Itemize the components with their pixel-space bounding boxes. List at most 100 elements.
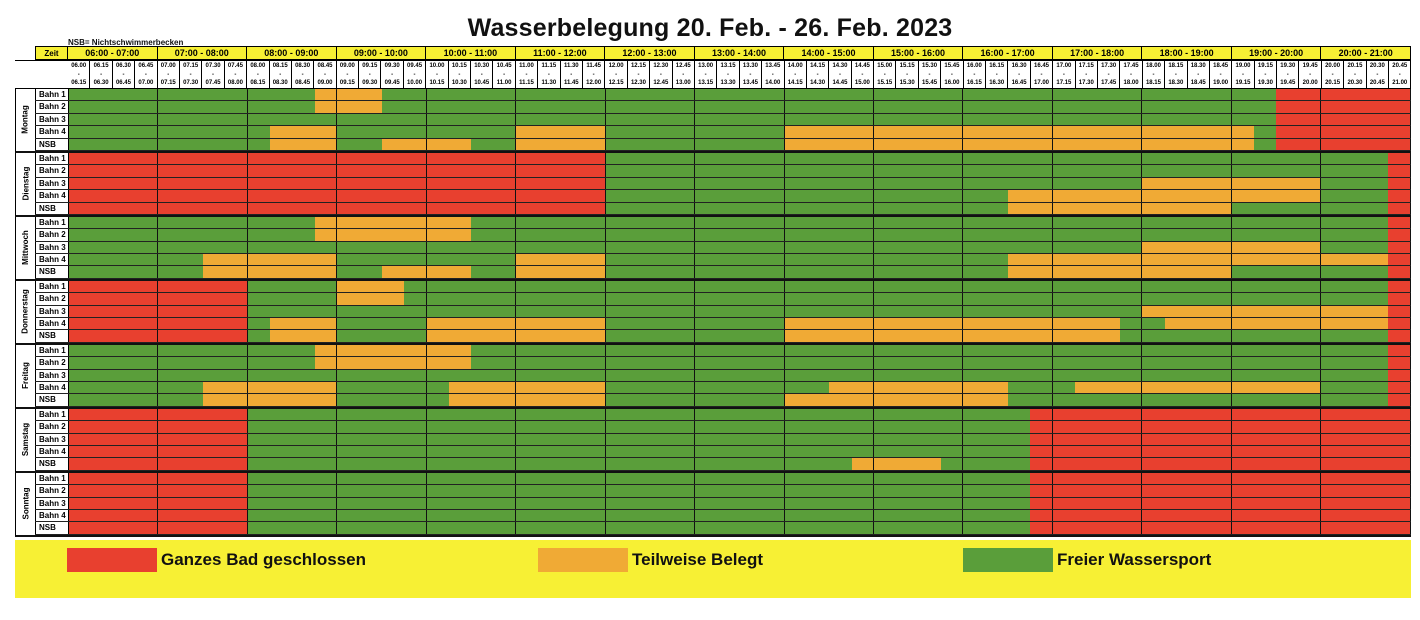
slot-cell-free: [1119, 293, 1143, 305]
slot-cell-free: [918, 357, 942, 369]
slot-cell-free: [941, 472, 964, 485]
slot-cell-free: [650, 266, 673, 278]
slot-cell-free: [672, 381, 696, 394]
slot-cell-closed: [1097, 497, 1120, 509]
slot-cell-free: [471, 266, 494, 278]
slot-cell-free: [1142, 357, 1165, 369]
slot-cell-free: [337, 241, 360, 254]
slot-cell-free: [292, 216, 315, 229]
slot-cell-free: [538, 472, 561, 485]
slot-cell-free: [1097, 241, 1120, 254]
slot-cell-closed: [1142, 421, 1165, 433]
slot-cell-closed: [1052, 522, 1076, 534]
slot-cell-free: [560, 472, 584, 485]
slot-cell-free: [650, 522, 673, 534]
slot-cell-free: [627, 472, 651, 485]
slot-cell-free: [1142, 152, 1165, 165]
slot-cell-free: [493, 229, 517, 241]
slot-sep: -: [794, 71, 797, 78]
slot-cell-closed: [337, 152, 360, 165]
slot-cell-free: [851, 165, 874, 177]
slot-cell-free: [672, 485, 696, 497]
slot-cell-free: [1030, 344, 1053, 357]
slot-cell-free: [180, 113, 204, 126]
slot-cell-free: [829, 216, 852, 229]
slot-cell-partial: [1186, 305, 1210, 318]
slot-cell-free: [560, 485, 584, 497]
slot-cell-free: [1209, 113, 1232, 126]
slot-cell-free: [963, 241, 986, 254]
slot-cell-free: [672, 241, 696, 254]
slot-cell-free: [314, 113, 338, 126]
slot-cell-partial: [516, 394, 539, 406]
slot-cell-free: [516, 89, 539, 101]
slot-cell-partial: [918, 394, 942, 406]
slot-cell-free: [225, 357, 248, 369]
slot-cell-closed: [1186, 421, 1210, 433]
slot-cell-free: [963, 522, 986, 534]
slot-cell-partial: [471, 394, 494, 406]
slot-cell-partial: [1164, 177, 1187, 190]
slot-cell-partial: [337, 293, 360, 305]
slot-cell-free: [605, 254, 628, 266]
slot-cell-free: [1231, 113, 1255, 126]
slot-from: 12.30: [653, 63, 669, 69]
slot-cell-free: [941, 421, 964, 433]
slot-cell-free: [695, 394, 718, 406]
lane-cells: [69, 216, 1411, 229]
slot-cell-free: [695, 89, 718, 101]
slot-cell-closed: [1119, 433, 1143, 445]
slot-cell-closed: [1343, 408, 1366, 421]
slot-cell-partial: [560, 266, 584, 278]
slot-cell-partial: [1008, 330, 1031, 342]
slot-cell-free: [270, 497, 293, 509]
slot-cell-closed: [1075, 445, 1098, 458]
slot-cell-closed: [493, 177, 517, 190]
slot-cell-closed: [158, 330, 181, 342]
slot-to: 09.45: [384, 80, 400, 86]
slot-cell-free: [404, 381, 427, 394]
slot-cell-free: [1254, 138, 1277, 150]
lane-row: Bahn 1: [35, 280, 1411, 294]
slot-cell-free: [784, 497, 807, 509]
lane-row: Bahn 2: [35, 293, 1411, 306]
lane-cells: [69, 305, 1411, 318]
slot-from: 09.00: [339, 63, 355, 69]
slot-cell-closed: [203, 202, 226, 214]
slot-cell-free: [605, 381, 628, 394]
slot-cell-free: [449, 254, 472, 266]
slot-cell-free: [471, 254, 494, 266]
slot-from: 17.45: [1123, 63, 1139, 69]
slot-cell-closed: [1119, 497, 1143, 509]
slot-cell-free: [896, 421, 919, 433]
slot-cell-free: [292, 229, 315, 241]
slot-cell-free: [538, 101, 561, 113]
slot-cell-free: [717, 216, 740, 229]
slot-to: 07.15: [160, 80, 176, 86]
slot-cell-free: [1186, 280, 1210, 293]
slot-cell-free: [873, 433, 897, 445]
slot-cell-partial: [1209, 381, 1232, 394]
slot-cell-free: [985, 344, 1009, 357]
slot-cell-free: [493, 357, 517, 369]
slot-cell-free: [359, 472, 383, 485]
legend-label: Ganzes Bad geschlossen: [161, 550, 367, 569]
slot-cell-partial: [806, 394, 830, 406]
slot-cell-closed: [225, 202, 248, 214]
slot-cell-free: [247, 357, 271, 369]
slot-cell-free: [873, 421, 897, 433]
slot-cell-closed: [1052, 485, 1076, 497]
slot-cell-free: [136, 254, 159, 266]
slot-cell-free: [449, 497, 472, 509]
slot-cell-free: [471, 101, 494, 113]
slot-cell-free: [91, 369, 114, 381]
slot-cell-free: [985, 485, 1009, 497]
slot-cell-free: [918, 254, 942, 266]
slot-cell-partial: [314, 344, 338, 357]
slot-cell-closed: [1321, 472, 1344, 485]
slot-cell-free: [963, 113, 986, 126]
slot-cell-free: [113, 254, 137, 266]
slot-cell-free: [113, 394, 137, 406]
slot-cell-closed: [1186, 445, 1210, 458]
slot-cell-partial: [382, 229, 405, 241]
